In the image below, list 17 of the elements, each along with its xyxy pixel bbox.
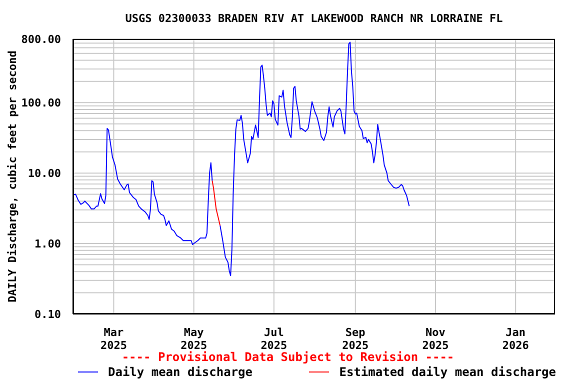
x-tick-label: Nov 2025 [422,326,449,352]
chart-title: USGS 02300033 BRADEN RIV AT LAKEWOOD RANCH NR LORRAINE FL [124,12,504,25]
legend-label: Daily mean discharge [108,365,252,379]
y-tick-label: 0.10 [34,308,61,321]
y-tick-label: 800.00 [21,33,61,46]
x-tick-label: Sep 2025 [342,326,369,352]
text: ---- Provisional Data Subject to Revision ---- [122,350,454,364]
line-series [212,180,221,226]
x-tick-label: Jan 2026 [502,326,530,352]
x-tick-label: May 2025 [180,326,208,352]
y-axis-title: DAILY Discharge, cubic feet per second [6,50,19,302]
y-tick-label: 10.00 [28,167,61,180]
x-tick-label: Mar 2025 [100,326,127,352]
legend-label: Estimated daily mean discharge [339,365,556,379]
y-tick-label: 1.00 [34,238,61,251]
x-tick-label: Jul 2025 [260,326,288,352]
y-tick-label: 100.00 [21,96,61,110]
